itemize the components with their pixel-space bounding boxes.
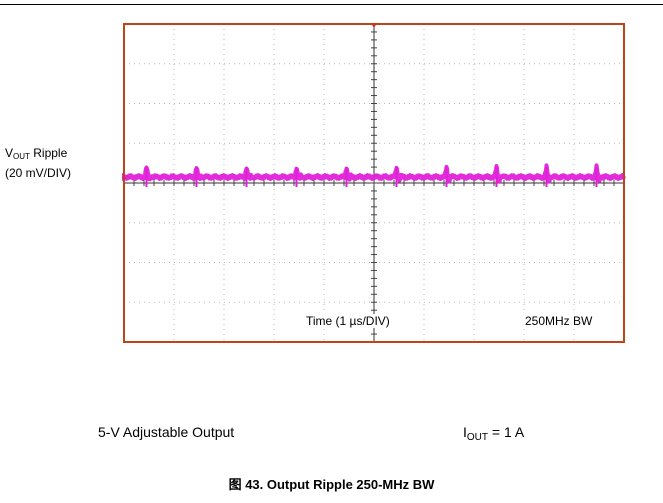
channel-label: VOUT Ripple (20 mV/DIV): [4, 145, 74, 181]
load-current-note: IOUT = 1 A: [463, 424, 524, 443]
channel-label-rest: Ripple: [29, 146, 68, 160]
bandwidth-label: 250MHz BW: [523, 314, 595, 328]
load-current-i: I: [463, 424, 467, 440]
channel-label-sub: OUT: [13, 152, 30, 161]
load-current-sub: OUT: [466, 432, 488, 443]
scope-frame: [123, 23, 625, 343]
ripple-trace: [122, 163, 626, 184]
time-axis-label: Time (1 µs/DIV): [304, 314, 392, 328]
load-current-rest: = 1 A: [488, 424, 525, 440]
output-mode-note: 5-V Adjustable Output: [98, 424, 235, 440]
grid-layer: [124, 23, 624, 342]
channel-label-v: V: [5, 146, 14, 160]
top-rule: [0, 4, 663, 5]
trace-layer: [122, 163, 626, 187]
figure-caption: 图 43. Output Ripple 250-MHz BW: [228, 477, 435, 492]
channel-scale: (20 mV/DIV): [5, 166, 72, 180]
